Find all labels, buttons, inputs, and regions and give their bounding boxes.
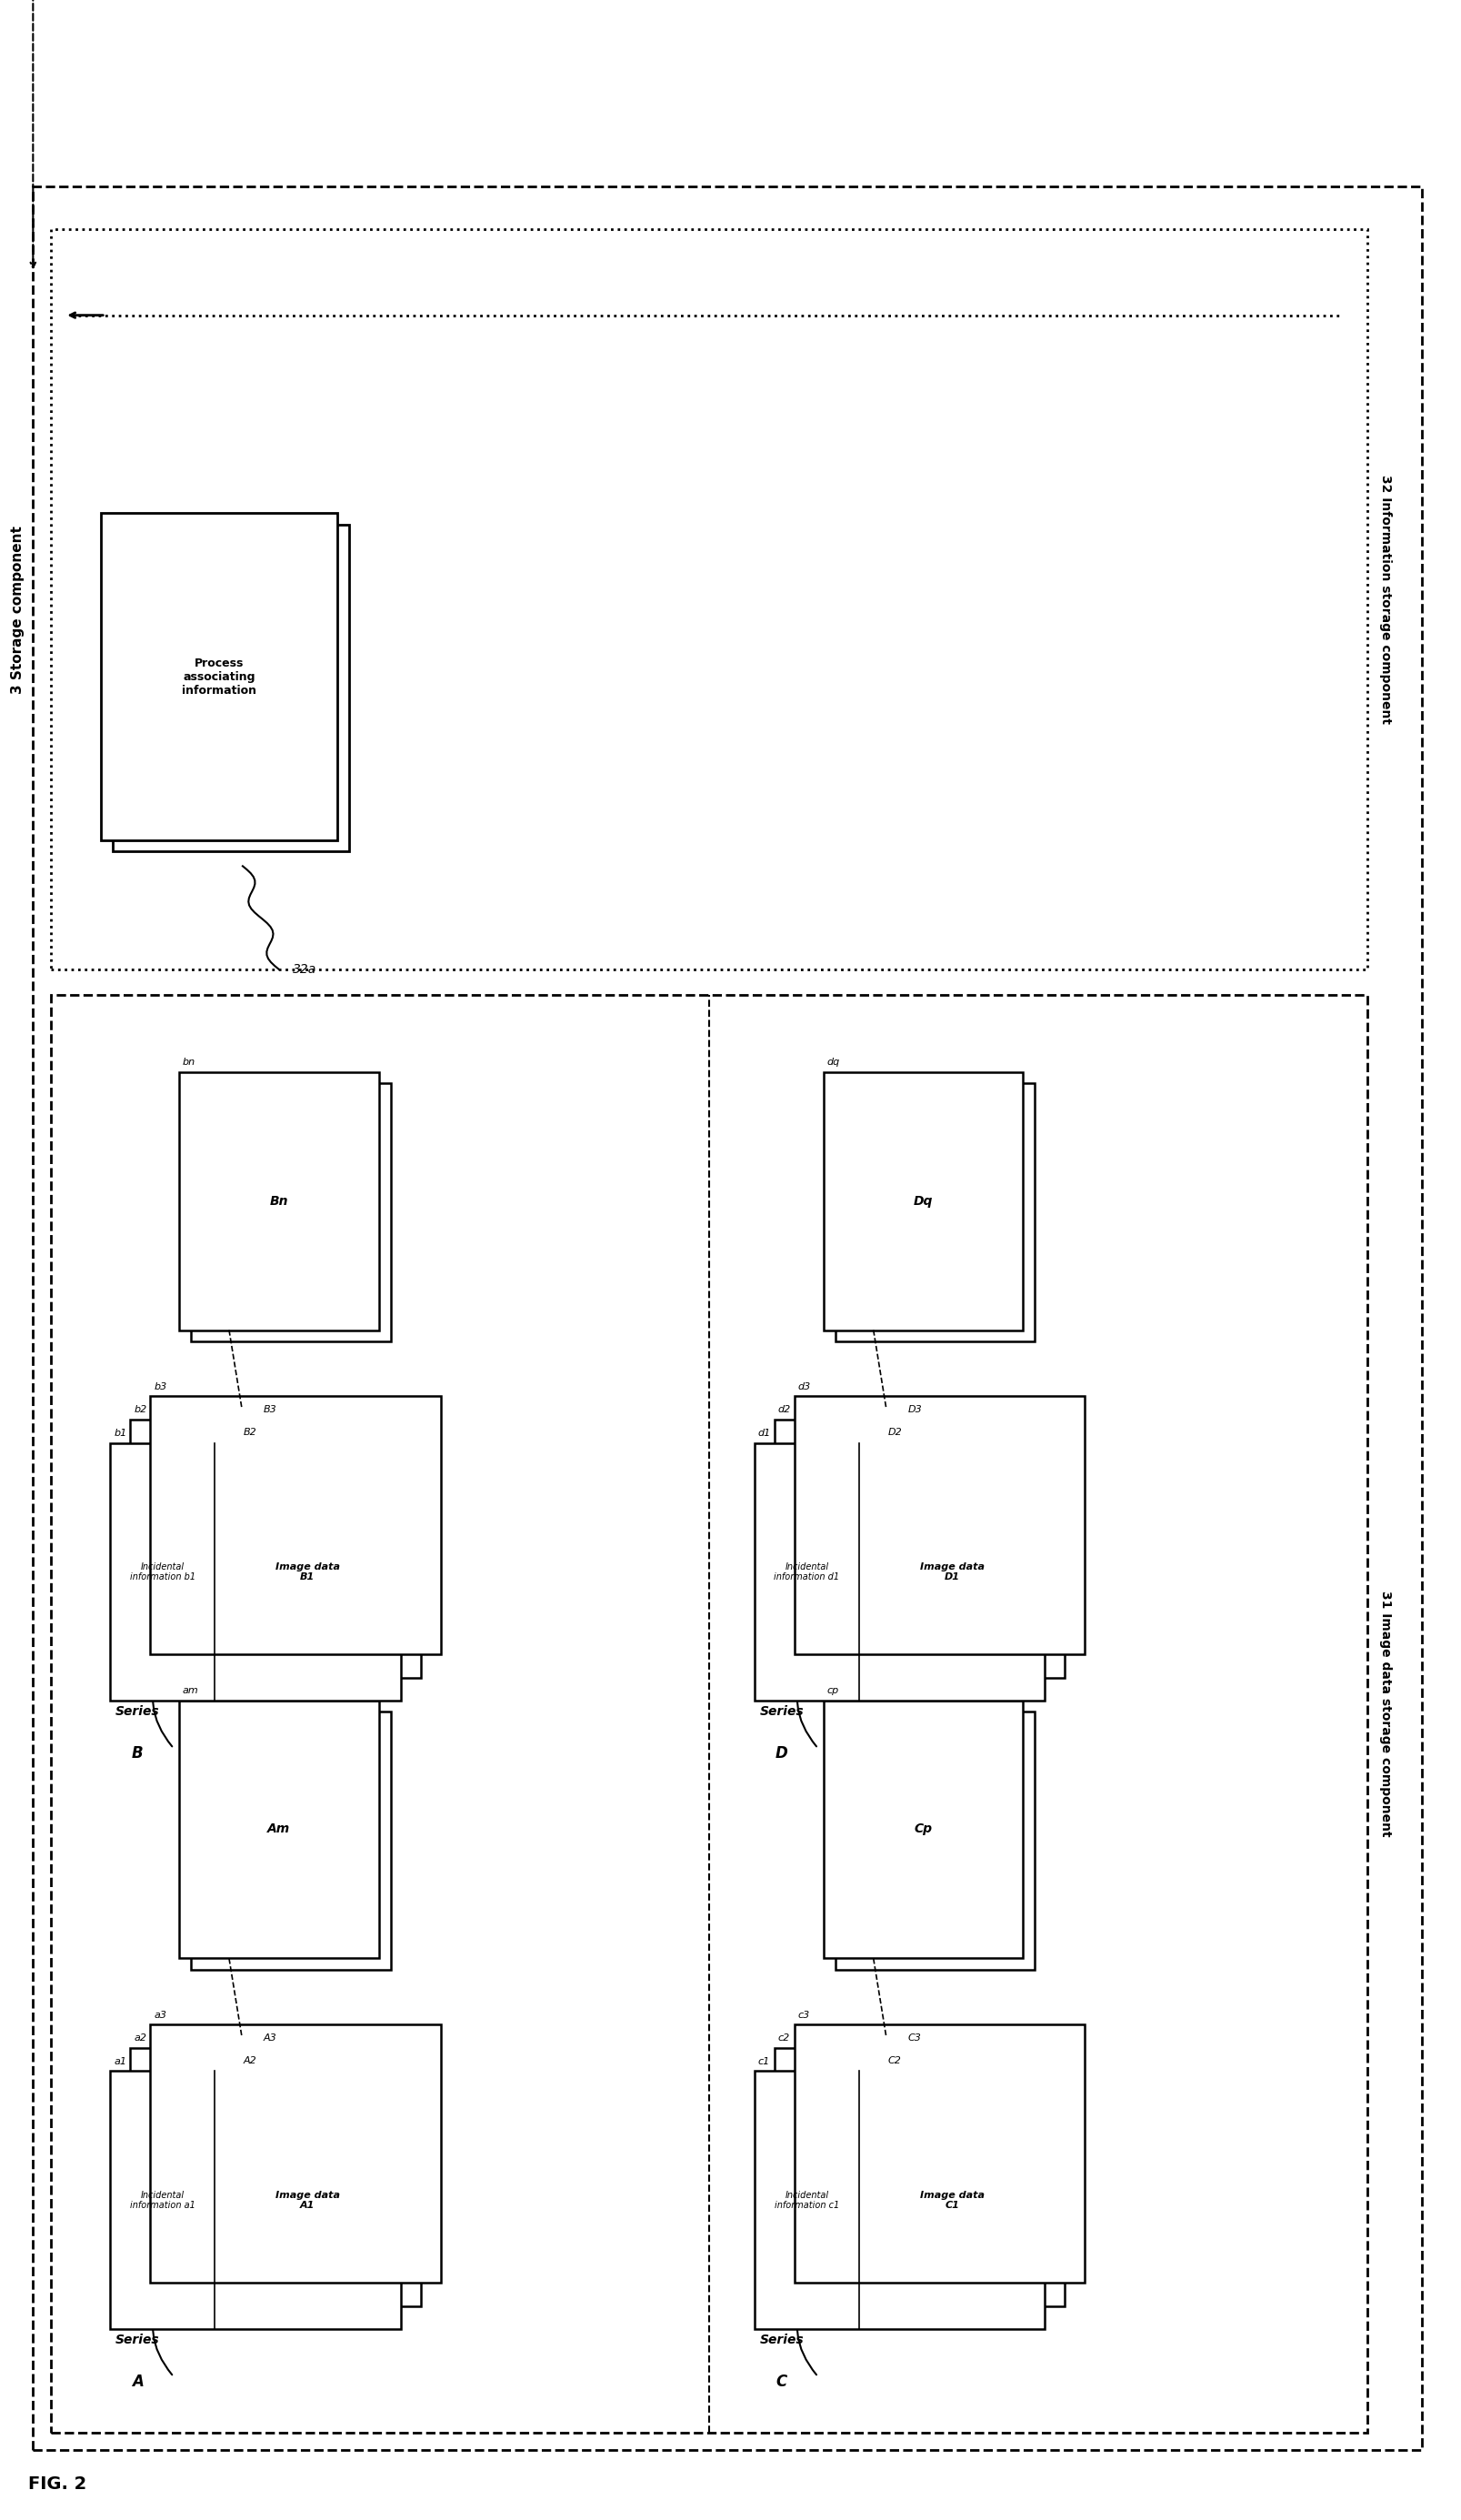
Text: A2: A2 — [244, 2056, 257, 2066]
Bar — [191, 1711, 390, 1971]
Text: Series: Series — [115, 1706, 159, 1719]
Bar — [130, 2049, 421, 2306]
Text: Series: Series — [760, 1706, 804, 1719]
Text: Incidental
information a1: Incidental information a1 — [130, 2190, 194, 2210]
Bar — [754, 1444, 1045, 1701]
Bar — [795, 1396, 1086, 1656]
Text: FIG. 2: FIG. 2 — [29, 2475, 86, 2492]
Text: C2: C2 — [888, 2056, 901, 2066]
Text: Image data
B1: Image data B1 — [275, 1562, 340, 1583]
Text: b1: b1 — [114, 1429, 127, 1436]
Bar — [774, 1419, 1065, 1678]
Bar — [180, 1701, 378, 1958]
Text: Series: Series — [115, 2334, 159, 2346]
Bar — [191, 1084, 390, 1341]
Text: cp: cp — [827, 1686, 839, 1696]
Bar — [110, 1444, 400, 1701]
Bar — [101, 514, 337, 839]
Text: Cp: Cp — [915, 1822, 932, 1835]
Text: C3: C3 — [907, 2034, 922, 2041]
Text: c3: c3 — [798, 2011, 811, 2019]
Bar — [795, 2024, 1086, 2283]
Text: Series: Series — [760, 2334, 804, 2346]
Text: A: A — [131, 2374, 143, 2389]
Bar — [51, 229, 1367, 970]
Bar — [824, 1071, 1023, 1331]
Text: b3: b3 — [153, 1381, 167, 1391]
Text: D2: D2 — [888, 1429, 903, 1436]
Text: Am: Am — [267, 1822, 291, 1835]
Text: B3: B3 — [263, 1406, 278, 1414]
Text: d1: d1 — [758, 1429, 771, 1436]
Bar — [130, 1419, 421, 1678]
Text: d2: d2 — [779, 1406, 790, 1414]
Text: Incidental
information b1: Incidental information b1 — [130, 1562, 196, 1583]
Text: 3 Storage component: 3 Storage component — [10, 527, 25, 693]
Text: 32a: 32a — [292, 963, 317, 975]
Text: C: C — [776, 2374, 787, 2389]
Bar — [754, 2071, 1045, 2328]
Text: dq: dq — [827, 1058, 840, 1066]
Text: D: D — [776, 1744, 787, 1761]
Text: c2: c2 — [779, 2034, 790, 2044]
Bar — [51, 995, 1367, 2432]
Text: B2: B2 — [244, 1429, 257, 1436]
Text: 32 Information storage component: 32 Information storage component — [1379, 474, 1392, 723]
Text: c1: c1 — [758, 2056, 770, 2066]
Text: Image data
D1: Image data D1 — [919, 1562, 985, 1583]
Text: B: B — [131, 1744, 143, 1761]
Bar — [824, 1701, 1023, 1958]
Bar — [774, 2049, 1065, 2306]
Text: am: am — [183, 1686, 199, 1696]
Text: A3: A3 — [263, 2034, 278, 2041]
Text: d3: d3 — [798, 1381, 811, 1391]
Text: a2: a2 — [134, 2034, 146, 2044]
Text: D3: D3 — [907, 1406, 922, 1414]
Bar — [180, 1071, 378, 1331]
Bar — [150, 2024, 441, 2283]
Text: b2: b2 — [134, 1406, 146, 1414]
Text: Process
associating
information: Process associating information — [181, 658, 256, 696]
Text: 31 Image data storage component: 31 Image data storage component — [1379, 1590, 1392, 1837]
Text: Incidental
information c1: Incidental information c1 — [774, 2190, 839, 2210]
Text: bn: bn — [183, 1058, 196, 1066]
Text: Bn: Bn — [270, 1194, 288, 1207]
Text: a1: a1 — [114, 2056, 127, 2066]
Bar — [110, 2071, 400, 2328]
Text: a3: a3 — [153, 2011, 167, 2019]
Text: Incidental
information d1: Incidental information d1 — [774, 1562, 840, 1583]
Bar — [150, 1396, 441, 1656]
Bar — [836, 1711, 1034, 1971]
Bar — [112, 524, 349, 852]
Text: Dq: Dq — [913, 1194, 934, 1207]
Bar — [836, 1084, 1034, 1341]
Text: Image data
C1: Image data C1 — [919, 2190, 985, 2210]
Text: Image data
A1: Image data A1 — [275, 2190, 340, 2210]
